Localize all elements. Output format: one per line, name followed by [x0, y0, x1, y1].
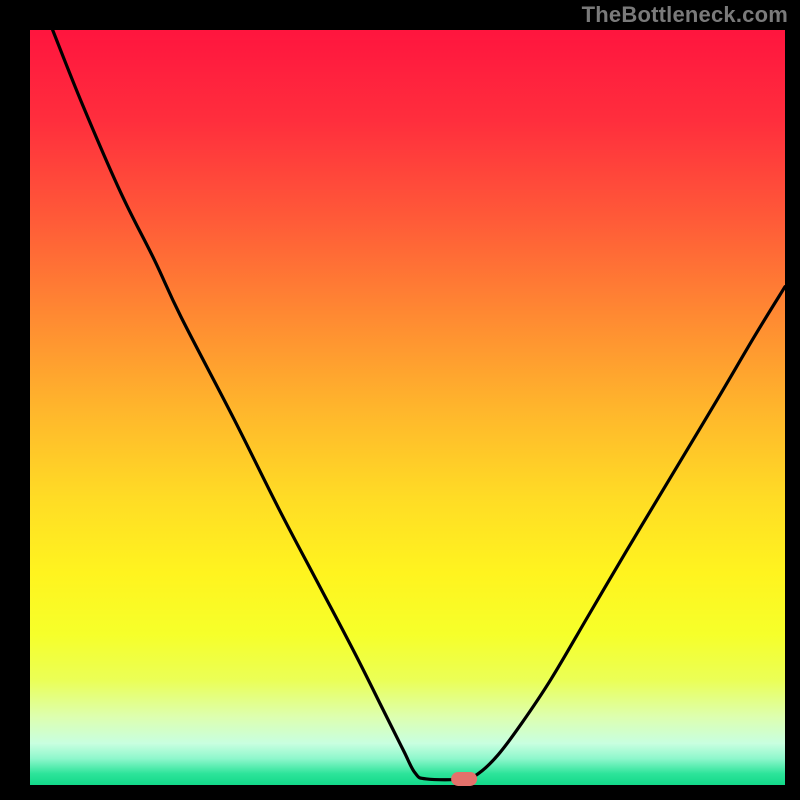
- plot-background: [30, 30, 785, 785]
- chart-frame: TheBottleneck.com: [0, 0, 800, 800]
- minimum-marker: [451, 772, 477, 786]
- watermark-text: TheBottleneck.com: [582, 2, 788, 28]
- chart-canvas: [0, 0, 800, 800]
